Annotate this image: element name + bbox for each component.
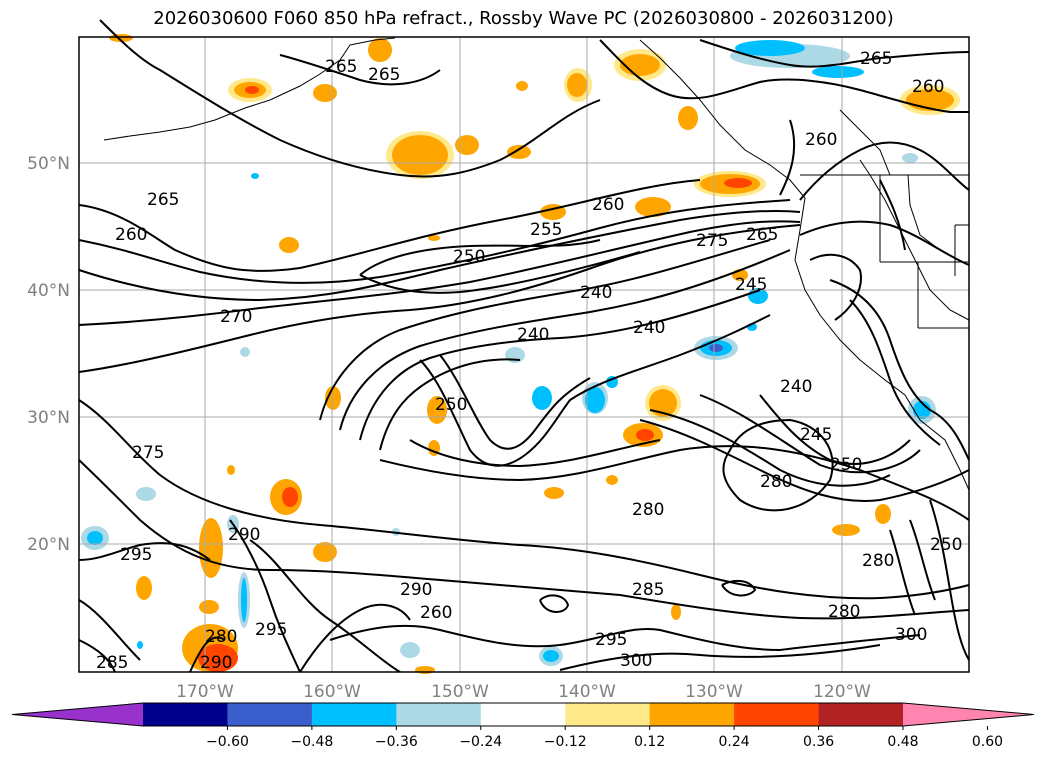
colorbar-segment (649, 703, 735, 726)
contour-label: 285 (96, 653, 128, 673)
colorbar-tick-label: −0.60 (206, 734, 249, 750)
colorbar-tick-label: 0.60 (972, 734, 1003, 750)
map-border (78, 36, 970, 673)
contour-label: 295 (120, 545, 152, 565)
colorbar-tick-label: 0.48 (887, 734, 918, 750)
contour-label: 265 (746, 225, 778, 245)
contour-label: 275 (696, 231, 728, 251)
contour-label: 250 (435, 395, 467, 415)
lat-label: 30°N (27, 408, 70, 428)
colorbar-extension-low (12, 703, 143, 726)
contour-label: 270 (220, 307, 252, 327)
colorbar-tick-label: −0.12 (544, 734, 587, 750)
contour-label: 245 (800, 425, 832, 445)
boundaries (800, 174, 969, 329)
contour-label: 250 (930, 535, 962, 555)
contour-label: 245 (735, 275, 767, 295)
lat-label: 50°N (27, 154, 70, 174)
colorbar-segment (565, 703, 651, 726)
map-title: 2026030600 F060 850 hPa refract., Rossby… (153, 8, 894, 29)
latitude-labels: 50°N 40°N 30°N 20°N (27, 154, 70, 555)
shading-negative (81, 40, 936, 666)
colorbar-segment (818, 703, 904, 726)
lon-label: 120°W (813, 682, 871, 702)
colorbar-tick-label: −0.36 (375, 734, 418, 750)
contour-label: 265 (368, 65, 400, 85)
colorbar-tick-label: 0.36 (803, 734, 834, 750)
map-panel: 265 265 265 260 260 260 265 255 250 260 … (78, 19, 970, 674)
colorbar-segment (311, 703, 397, 726)
contour-label: 240 (580, 283, 612, 303)
contour-labels: 265 265 265 260 260 260 265 255 250 260 … (96, 49, 962, 673)
contour-label: 275 (132, 443, 164, 463)
contour-label: 290 (200, 653, 232, 673)
colorbar-segment (143, 703, 228, 726)
contour-label: 240 (517, 325, 549, 345)
contour-label: 280 (862, 551, 894, 571)
contour-label: 290 (400, 580, 432, 600)
contour-label: 280 (205, 627, 237, 647)
colorbar-tick-label: −0.24 (459, 734, 502, 750)
contour-label: 300 (895, 625, 927, 645)
contour-label: 260 (115, 225, 147, 245)
lon-label: 170°W (176, 682, 234, 702)
colorbar-segment (396, 703, 482, 726)
colorbar-tick-label: 0.12 (634, 734, 665, 750)
lon-label: 160°W (303, 682, 361, 702)
contour-label: 290 (228, 525, 260, 545)
contour-label: 240 (780, 377, 812, 397)
contour-label: 280 (828, 602, 860, 622)
contour-label: 300 (620, 651, 652, 671)
longitude-labels: 170°W 160°W 150°W 140°W 130°W 120°W (176, 682, 871, 702)
contour-label: 260 (420, 603, 452, 623)
contours (78, 19, 970, 673)
contour-label: 240 (633, 318, 665, 338)
contour-label: 280 (760, 472, 792, 492)
colorbar-tick-label: −0.48 (290, 734, 333, 750)
colorbar-outline (11, 702, 1035, 727)
contour-label: 255 (530, 220, 562, 240)
colorbar-extension-high (903, 703, 1034, 726)
colorbar-segment (227, 703, 313, 726)
contour-label: 250 (830, 455, 862, 475)
colorbar-segment (480, 703, 566, 726)
colorbar-ticks: −0.60 −0.48 −0.36 −0.24 −0.12 0.12 0.24 0.36 0.4… (206, 726, 1003, 750)
lon-label: 140°W (558, 682, 616, 702)
contour-label: 265 (325, 57, 357, 77)
contour-label: 250 (453, 247, 485, 267)
contour-label: 285 (632, 580, 664, 600)
colorbar (11, 702, 1035, 727)
colorbar-segment (734, 703, 820, 726)
colorbar-tick-label: 0.24 (719, 734, 750, 750)
lon-label: 130°W (685, 682, 743, 702)
contour-label: 265 (860, 49, 892, 69)
contour-label: 265 (147, 190, 179, 210)
contour-label: 260 (592, 195, 624, 215)
lon-label: 150°W (431, 682, 489, 702)
contour-label: 260 (805, 130, 837, 150)
lat-label: 20°N (27, 535, 70, 555)
contour-label: 280 (632, 500, 664, 520)
contour-label: 260 (912, 77, 944, 97)
contour-label: 295 (595, 630, 627, 650)
contour-label: 295 (255, 620, 287, 640)
lat-label: 40°N (27, 281, 70, 301)
